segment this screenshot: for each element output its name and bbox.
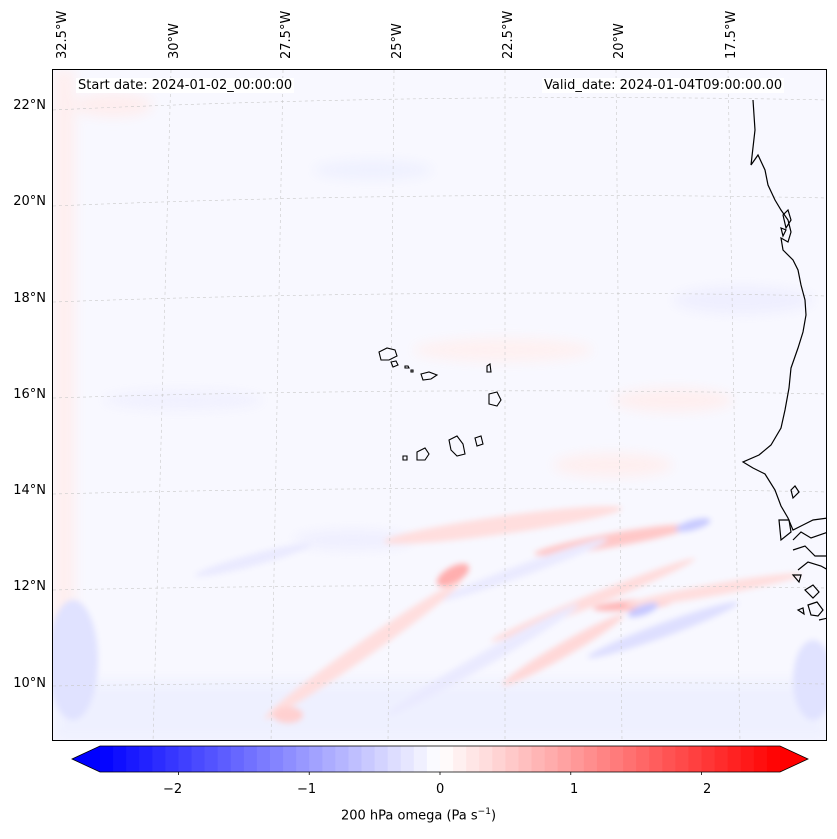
colorbar-segment <box>544 746 559 772</box>
colorbar-extend-min <box>72 746 100 772</box>
colorbar-segment <box>753 746 768 772</box>
lat-label-10n: 10°N <box>13 676 46 691</box>
omega-field-faint <box>53 70 826 740</box>
cape-verde-islands <box>378 347 502 461</box>
colorbar-segment <box>113 746 127 772</box>
lon-label-32-5w: 32.5°W <box>55 10 70 59</box>
colorbar-segment <box>766 746 781 772</box>
omega-field-bands <box>53 506 826 723</box>
lat-label-14n: 14°N <box>13 483 46 498</box>
colorbar-segment <box>165 746 179 772</box>
colorbar-segment <box>374 746 389 772</box>
lon-label-30w: 30°W <box>167 23 182 59</box>
lat-label-20n: 20°N <box>13 194 46 209</box>
colorbar-segment <box>518 746 533 772</box>
colorbar-segment <box>191 746 206 772</box>
colorbar <box>70 745 810 779</box>
colorbar-segment <box>348 746 363 772</box>
colorbar-svg <box>71 745 809 775</box>
colorbar-segment <box>139 746 153 772</box>
colorbar-segment <box>217 746 232 772</box>
colorbar-segment <box>505 746 519 772</box>
colorbar-segment <box>557 746 572 772</box>
omega-field-map <box>53 70 826 740</box>
colorbar-tick-label: 1 <box>570 782 579 797</box>
colorbar-segment <box>283 746 297 772</box>
lat-label-12n: 12°N <box>13 579 46 594</box>
colorbar-segment <box>596 746 611 772</box>
map-panel <box>52 69 827 741</box>
colorbar-segment <box>479 746 493 772</box>
colorbar-segment <box>387 746 402 772</box>
colorbar-segment <box>426 746 441 772</box>
lon-label-27-5w: 27.5°W <box>279 10 294 59</box>
colorbar-segment <box>361 746 376 772</box>
colorbar-segment <box>453 746 467 772</box>
colorbar-segment <box>610 746 624 772</box>
start-date-label: Start date: 2024-01-02_00:00:00 <box>76 78 295 93</box>
lat-label-18n: 18°N <box>13 291 46 306</box>
colorbar-segment <box>296 746 310 772</box>
lat-label-16n: 16°N <box>13 387 46 402</box>
lon-label-22-5w: 22.5°W <box>501 10 516 59</box>
colorbar-segment <box>243 746 258 772</box>
colorbar-extend-max <box>780 746 808 772</box>
colorbar-segment <box>178 746 193 772</box>
colorbar-segment <box>636 746 650 772</box>
colorbar-segment <box>126 746 140 772</box>
colorbar-segment <box>466 746 480 772</box>
colorbar-segment <box>400 746 415 772</box>
colorbar-segment <box>675 746 689 772</box>
colorbar-segment <box>322 746 336 772</box>
colorbar-segment <box>270 746 284 772</box>
lon-label-25w: 25°W <box>390 23 405 59</box>
lon-label-17-5w: 17.5°W <box>724 10 739 59</box>
colorbar-segment <box>256 746 271 772</box>
colorbar-segment <box>531 746 546 772</box>
colorbar-segment <box>335 746 349 772</box>
colorbar-segment <box>649 746 663 772</box>
colorbar-segment <box>740 746 755 772</box>
colorbar-outline <box>71 745 809 773</box>
colorbar-segment <box>701 746 716 772</box>
colorbar-tick-label: −1 <box>297 782 317 797</box>
lon-label-20w: 20°W <box>612 23 627 59</box>
colorbar-segment <box>688 746 703 772</box>
graticule <box>53 70 826 740</box>
colorbar-segment <box>230 746 245 772</box>
colorbar-segment <box>309 746 323 772</box>
valid-date-label: Valid_date: 2024-01-04T09:00:00.00 <box>542 78 785 93</box>
colorbar-segment <box>662 746 676 772</box>
colorbar-tick-label: −2 <box>163 782 183 797</box>
colorbar-segment <box>100 746 114 772</box>
coastline <box>741 99 826 621</box>
colorbar-title: 200 hPa omega (Pa s−1) <box>340 807 497 824</box>
colorbar-segment <box>623 746 637 772</box>
lat-label-22n: 22°N <box>13 98 46 113</box>
colorbar-segment <box>727 746 742 772</box>
colorbar-segment <box>152 746 166 772</box>
colorbar-tick-label: 2 <box>703 782 712 797</box>
colorbar-segment <box>714 746 729 772</box>
colorbar-segment <box>492 746 506 772</box>
colorbar-tick-label: 0 <box>436 782 445 797</box>
colorbar-segment <box>440 746 454 772</box>
colorbar-segment <box>413 746 428 772</box>
colorbar-segment <box>583 746 598 772</box>
colorbar-segment <box>204 746 219 772</box>
colorbar-segment <box>570 746 585 772</box>
